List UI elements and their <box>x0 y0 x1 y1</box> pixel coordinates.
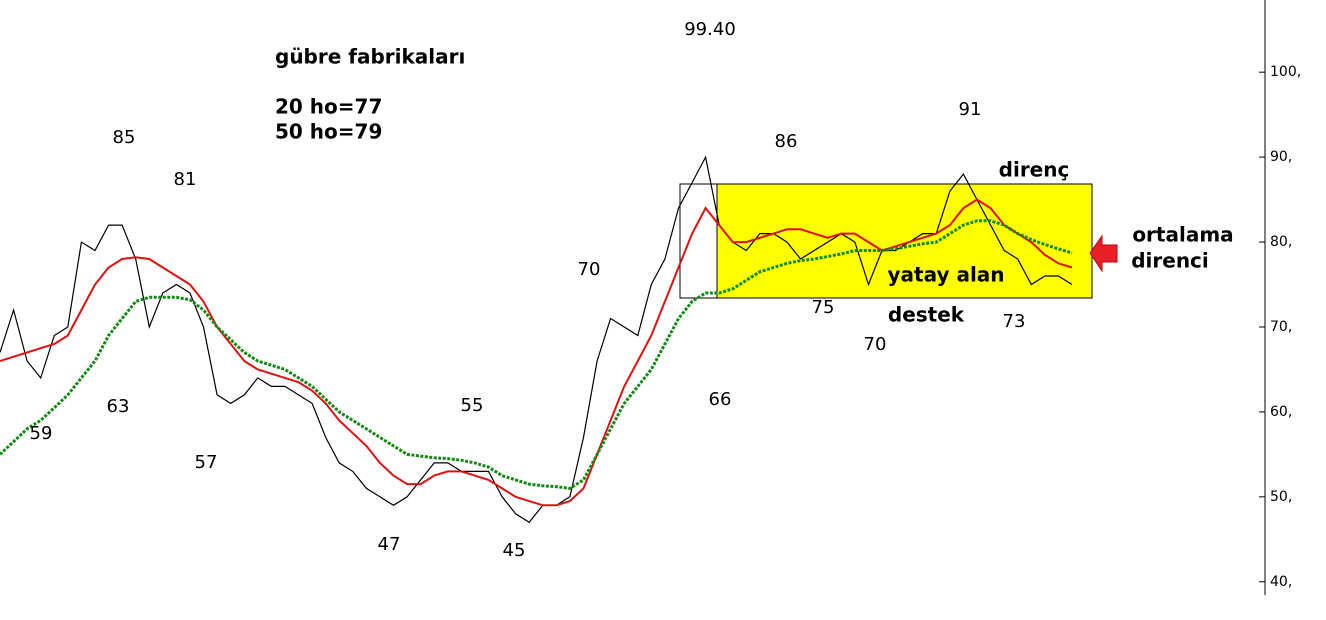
annotation: 57 <box>195 452 218 473</box>
annotation: 55 <box>461 395 484 416</box>
annotation: 73 <box>1003 311 1026 332</box>
annotation: direnci <box>1131 249 1209 273</box>
y-tick-label: 70, <box>1270 319 1292 335</box>
annotation: destek <box>888 303 965 327</box>
annotation: 86 <box>775 131 798 152</box>
y-tick-label: 60, <box>1270 404 1292 420</box>
zone-left <box>679 183 718 299</box>
y-tick-label: 100, <box>1270 64 1301 80</box>
legend-entry: 20 ho=77 <box>275 95 382 119</box>
legend-entry: 50 ho=79 <box>275 120 382 144</box>
annotation: ortalama <box>1132 223 1233 247</box>
annotation: 85 <box>113 127 136 148</box>
annotation: 66 <box>709 389 732 410</box>
annotation: 99.40 <box>684 19 736 40</box>
annotation: 59 <box>30 423 53 444</box>
y-tick-label: 40, <box>1270 574 1292 590</box>
y-tick-label: 80, <box>1270 234 1292 250</box>
annotation: yatay alan <box>887 263 1004 287</box>
chart-title: gübre fabrikaları <box>275 45 465 69</box>
annotation: 75 <box>812 297 835 318</box>
annotation: 47 <box>378 534 401 555</box>
annotation: 63 <box>107 396 130 417</box>
arrow <box>1089 234 1118 273</box>
series-line <box>0 198 1073 507</box>
y-tick-label: 50, <box>1270 489 1292 505</box>
annotation: 70 <box>578 259 601 280</box>
annotation: 45 <box>503 540 526 561</box>
annotation: 81 <box>174 169 197 190</box>
annotation: 70 <box>864 334 887 355</box>
series-line <box>0 219 1073 490</box>
annotation: 91 <box>959 99 982 120</box>
annotation: direnç <box>999 158 1070 182</box>
y-tick-label: 90, <box>1270 149 1292 165</box>
